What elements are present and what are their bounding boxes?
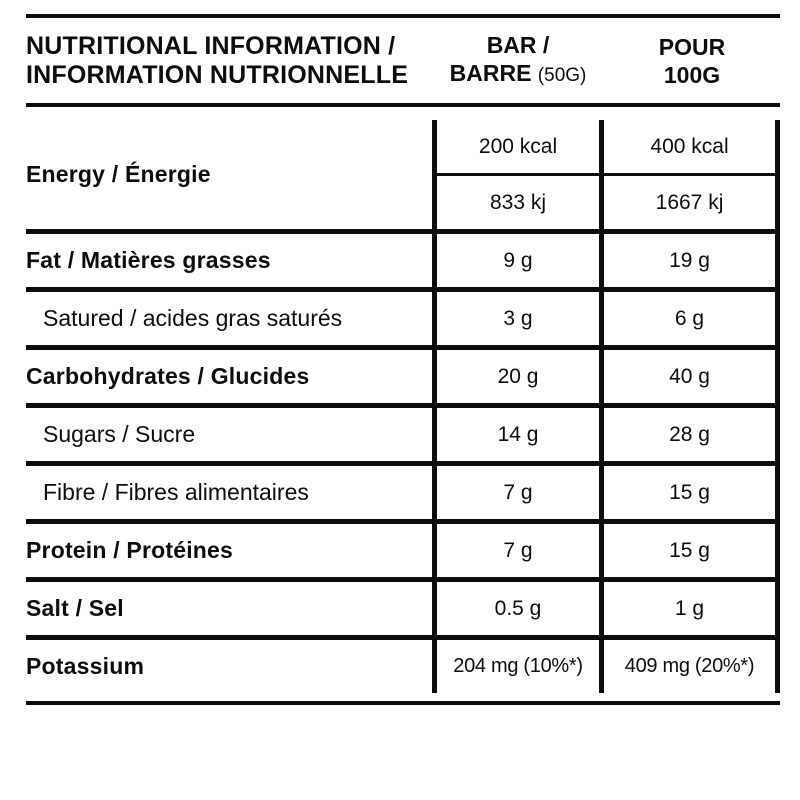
row-label: Protein / Protéines bbox=[26, 537, 234, 563]
energy-per100-kcal: 400 kcal bbox=[604, 120, 780, 176]
value-per100: 409 mg (20%*) bbox=[604, 640, 780, 693]
header-title-line2: INFORMATION NUTRIONNELLE bbox=[26, 60, 409, 89]
row-label: Satured / acides gras saturés bbox=[43, 305, 343, 331]
value-per100: 6 g bbox=[604, 292, 780, 345]
energy-per100-kj: 1667 kj bbox=[604, 176, 780, 229]
row-divider bbox=[26, 461, 780, 466]
table-row-sugars: Sugars / Sucre 14 g 28 g bbox=[26, 408, 780, 461]
table-row-potassium: Potassium 204 mg (10%*) 409 mg (20%*) bbox=[26, 640, 780, 693]
value-bar: 7 g bbox=[432, 466, 604, 519]
value-per100: 1 g bbox=[604, 582, 780, 635]
row-label: Carbohydrates / Glucides bbox=[26, 363, 310, 389]
table-row-salt: Salt / Sel 0.5 g 1 g bbox=[26, 582, 780, 635]
row-label: Salt / Sel bbox=[26, 595, 124, 621]
row-divider bbox=[26, 345, 780, 350]
row-label: Fat / Matières grasses bbox=[26, 247, 271, 273]
value-per100: 15 g bbox=[604, 524, 780, 577]
header-title-line1: NUTRITIONAL INFORMATION / bbox=[26, 31, 396, 60]
header-gap bbox=[26, 107, 780, 120]
header-col-bar-line2: BARRE (50G) bbox=[432, 59, 604, 90]
table-header-row: NUTRITIONAL INFORMATION / INFORMATION NU… bbox=[26, 18, 780, 103]
bottom-border bbox=[26, 701, 780, 705]
table-row-carbohydrates: Carbohydrates / Glucides 20 g 40 g bbox=[26, 350, 780, 403]
row-divider bbox=[26, 229, 780, 234]
header-divider bbox=[26, 103, 780, 107]
value-bar: 9 g bbox=[432, 234, 604, 287]
header-col-bar-weight-note: (50G) bbox=[537, 65, 587, 86]
value-bar: 7 g bbox=[432, 524, 604, 577]
bottom-gap bbox=[26, 693, 780, 701]
value-per100: 28 g bbox=[604, 408, 780, 461]
row-divider bbox=[26, 577, 780, 582]
value-bar: 14 g bbox=[432, 408, 604, 461]
value-bar: 204 mg (10%*) bbox=[432, 640, 604, 693]
value-bar: 0.5 g bbox=[432, 582, 604, 635]
table-row-fat: Fat / Matières grasses 9 g 19 g bbox=[26, 234, 780, 287]
header-col-per100: POUR 100G bbox=[604, 33, 780, 89]
header-title: NUTRITIONAL INFORMATION / INFORMATION NU… bbox=[26, 32, 432, 90]
row-label: Potassium bbox=[26, 653, 145, 679]
value-bar: 3 g bbox=[432, 292, 604, 345]
value-per100: 19 g bbox=[604, 234, 780, 287]
row-label: Energy / Énergie bbox=[26, 161, 211, 187]
value-bar: 20 g bbox=[432, 350, 604, 403]
table-row-saturated: Satured / acides gras saturés 3 g 6 g bbox=[26, 292, 780, 345]
table-row-fibre: Fibre / Fibres alimentaires 7 g 15 g bbox=[26, 466, 780, 519]
row-divider bbox=[26, 287, 780, 292]
header-col-bar: BAR / BARRE (50G) bbox=[432, 31, 604, 90]
table-row-energy: Energy / Énergie 200 kcal 400 kcal 833 k… bbox=[26, 120, 780, 229]
header-col-per100-line1: POUR bbox=[658, 33, 726, 60]
row-label: Fibre / Fibres alimentaires bbox=[43, 479, 309, 505]
table-row-protein: Protein / Protéines 7 g 15 g bbox=[26, 524, 780, 577]
value-per100: 40 g bbox=[604, 350, 780, 403]
header-col-bar-line1: BAR / bbox=[486, 32, 550, 58]
value-per100: 15 g bbox=[604, 466, 780, 519]
header-col-bar-name: BARRE bbox=[449, 60, 532, 86]
row-divider bbox=[26, 403, 780, 408]
row-divider bbox=[26, 635, 780, 640]
row-divider bbox=[26, 519, 780, 524]
energy-bar-kj: 833 kj bbox=[432, 176, 604, 229]
top-border bbox=[26, 14, 780, 18]
header-col-per100-line2: 100G bbox=[663, 61, 721, 88]
energy-bar-kcal: 200 kcal bbox=[432, 120, 604, 176]
nutrition-table: NUTRITIONAL INFORMATION / INFORMATION NU… bbox=[26, 14, 780, 705]
row-label: Sugars / Sucre bbox=[43, 421, 196, 447]
